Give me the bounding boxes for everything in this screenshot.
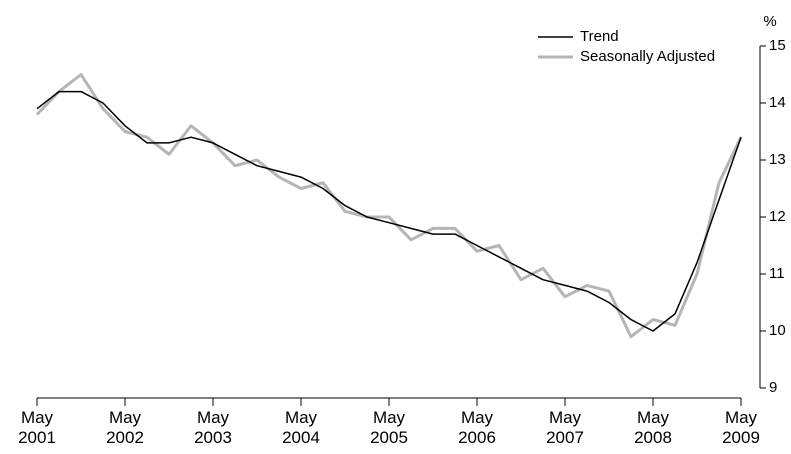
y-unit: % [763,13,776,30]
x-tick-label: May 2003 [194,408,232,447]
x-tick-label: May 2006 [458,408,496,447]
y-tick-label: 12 [769,208,786,225]
y-tick-label: 15 [769,37,786,54]
x-tick-label: May 2001 [18,408,56,447]
y-tick-label: 14 [769,94,786,111]
x-tick-label: May 2004 [282,408,320,447]
x-tick-label: May 2002 [106,408,144,447]
x-tick-label: May 2007 [546,408,584,447]
x-tick-label: May 2008 [634,408,672,447]
x-tick-label: May 2009 [722,408,760,447]
series-line [35,73,743,339]
y-tick-label: 10 [769,322,786,339]
y-tick-label: 9 [769,379,777,396]
series-line [36,90,742,332]
y-tick-label: 11 [769,265,785,282]
legend-label: Seasonally Adjusted [580,48,715,65]
legend-label: Trend [580,28,619,45]
y-tick-label: 13 [769,151,786,168]
x-tick-label: May 2005 [370,408,408,447]
